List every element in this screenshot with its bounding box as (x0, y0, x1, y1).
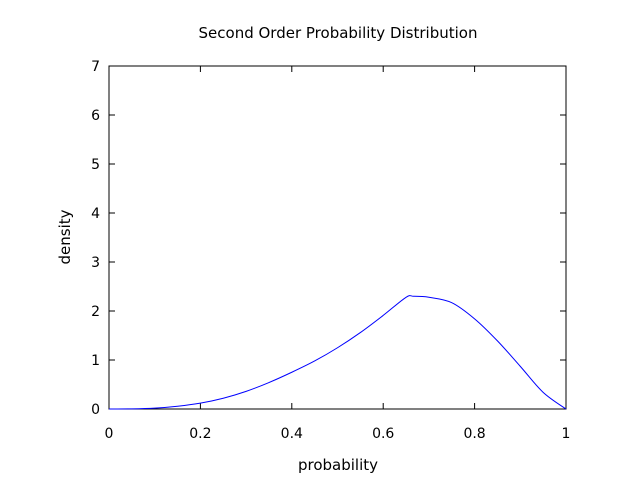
x-tick-label: 0.8 (463, 426, 485, 442)
y-tick-label: 0 (91, 402, 100, 418)
y-axis-label: density (56, 209, 74, 264)
y-tick-label: 5 (91, 157, 100, 173)
plot-frame (108, 65, 567, 410)
x-tick-label: 0.4 (281, 426, 303, 442)
y-tick-label: 2 (91, 304, 100, 320)
x-tick-label: 0.2 (189, 426, 211, 442)
density-curve (108, 295, 567, 410)
x-ticks: 0 0.2 0.4 0.6 0.8 1 (105, 66, 571, 442)
y-tick-label: 1 (91, 353, 100, 369)
y-tick-label: 6 (91, 108, 100, 124)
x-tick-label: 0.6 (372, 426, 394, 442)
y-tick-label: 3 (91, 255, 100, 271)
x-tick-label: 1 (562, 426, 571, 442)
chart-title: Second Order Probability Distribution (199, 24, 478, 42)
y-tick-label: 4 (91, 206, 100, 222)
x-axis-label: probability (298, 456, 378, 474)
y-ticks: 0 1 2 3 4 5 6 7 (91, 59, 566, 418)
y-tick-label: 7 (91, 59, 100, 75)
x-tick-label: 0 (105, 426, 114, 442)
